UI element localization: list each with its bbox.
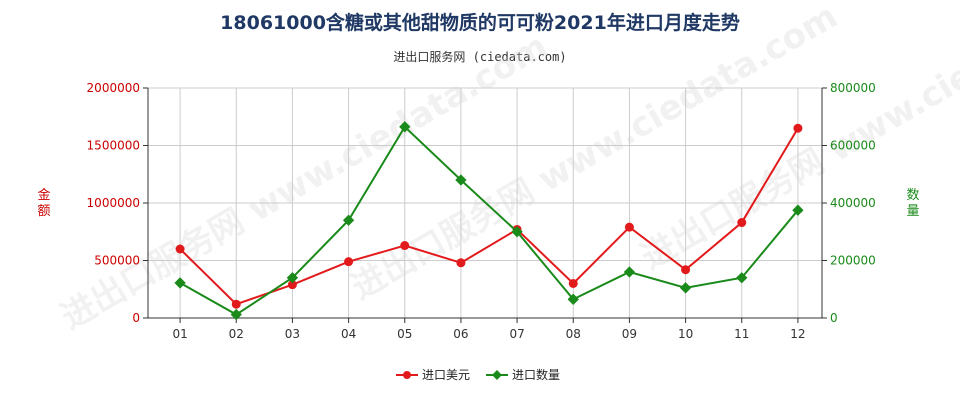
legend-label: 进口数量: [512, 367, 560, 382]
left-axis-label: 金额: [37, 187, 50, 219]
right-axis-label: 数量: [906, 188, 919, 219]
data-point[interactable]: [400, 241, 410, 251]
legend-marker: [492, 370, 502, 380]
legend-item[interactable]: 进口美元: [396, 368, 470, 382]
x-axis-tick-label: 08: [566, 327, 581, 341]
data-point[interactable]: [175, 244, 185, 254]
data-point[interactable]: [737, 218, 747, 228]
data-point[interactable]: [231, 299, 241, 309]
series-line: [179, 127, 799, 306]
series-layer: [174, 121, 804, 321]
data-point[interactable]: [230, 308, 242, 321]
data-point[interactable]: [455, 174, 467, 186]
legend[interactable]: 进口美元 进口数量: [396, 367, 560, 382]
data-point[interactable]: [624, 222, 634, 232]
x-axis-tick-label: 02: [229, 327, 244, 341]
legend-label: 进口美元: [422, 368, 470, 382]
right-axis-tick-label: 0: [830, 311, 838, 325]
data-point[interactable]: [174, 277, 186, 289]
data-point[interactable]: [793, 123, 803, 133]
chart-subtitle: 进出口服务网 (ciedata.com): [393, 50, 567, 64]
left-axis-tick-label: 2000000: [87, 81, 140, 95]
axes-layer: 0 500000 1000000 1500000 2000000 0 200000 40000…: [37, 81, 919, 341]
series-line: [179, 125, 799, 316]
data-point[interactable]: [567, 293, 579, 305]
x-axis-tick-label: 09: [622, 327, 637, 341]
x-axis-tick-label: 01: [172, 327, 187, 341]
left-axis-tick-label: 1000000: [87, 196, 140, 210]
data-point[interactable]: [736, 272, 748, 284]
legend-marker: [403, 371, 411, 379]
x-axis-tick-label: 11: [734, 327, 749, 341]
x-axis-tick-label: 12: [790, 327, 805, 341]
right-axis-tick-label: 600000: [830, 139, 876, 153]
data-point[interactable]: [511, 226, 523, 238]
x-axis-tick-label: 04: [341, 327, 356, 341]
x-axis-tick-label: 06: [453, 327, 468, 341]
chart-title: 18061000含糖或其他甜物质的可可粉2021年进口月度走势: [220, 12, 740, 34]
data-point[interactable]: [342, 214, 355, 226]
data-point[interactable]: [681, 265, 691, 275]
left-axis-tick-label: 0: [132, 311, 140, 325]
x-axis-tick-label: 05: [397, 327, 412, 341]
data-point[interactable]: [792, 204, 804, 216]
right-axis-tick-label: 200000: [830, 254, 876, 268]
watermark-text: 进出口服务网 www.ciedata.com: [55, 26, 555, 338]
x-axis-tick-label: 03: [285, 327, 300, 341]
data-point[interactable]: [679, 282, 692, 294]
data-point[interactable]: [456, 258, 466, 268]
x-axis-tick-label: 07: [509, 327, 524, 341]
data-point[interactable]: [287, 280, 297, 290]
legend-item[interactable]: 进口数量: [486, 367, 560, 382]
right-axis-tick-label: 800000: [830, 81, 876, 95]
data-point[interactable]: [286, 272, 299, 284]
left-axis-tick-label: 500000: [94, 254, 140, 268]
left-axis-tick-label: 1500000: [87, 139, 140, 153]
data-point[interactable]: [623, 266, 636, 278]
right-axis-tick-label: 400000: [830, 196, 876, 210]
data-point[interactable]: [568, 279, 578, 288]
data-point[interactable]: [344, 257, 354, 267]
x-axis-tick-label: 10: [678, 327, 693, 341]
